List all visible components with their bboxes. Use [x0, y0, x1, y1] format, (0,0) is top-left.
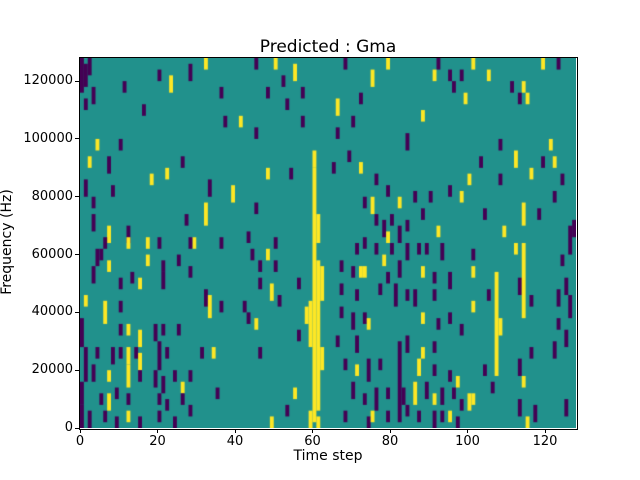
y-tick-mark	[75, 80, 79, 82]
x-tick-label: 80	[381, 434, 399, 449]
x-tick-mark	[544, 429, 546, 433]
x-tick-mark	[389, 429, 391, 433]
y-tick-mark	[75, 369, 79, 371]
x-tick-label: 60	[304, 434, 321, 449]
x-tick-label: 120	[532, 434, 558, 449]
x-tick-mark	[467, 429, 468, 433]
chart-title: Predicted : Gma	[259, 37, 397, 57]
y-tick-mark	[75, 254, 79, 256]
y-tick-label: 80000	[31, 188, 73, 204]
x-tick-label: 100	[455, 434, 480, 449]
x-axis-label: Time step	[293, 448, 363, 464]
heatmap-canvas	[80, 58, 576, 428]
x-tick-mark	[157, 429, 158, 433]
x-tick-label: 20	[149, 434, 166, 449]
y-tick-mark	[75, 196, 79, 198]
y-tick-mark	[75, 311, 79, 313]
y-tick-label: 0	[64, 420, 73, 435]
x-tick-label: 40	[226, 434, 244, 449]
y-axis-label-text: Frequency (Hz)	[0, 189, 15, 295]
y-tick-label: 100000	[23, 130, 73, 146]
y-tick-label: 20000	[31, 362, 73, 378]
x-tick-mark	[234, 429, 236, 433]
x-tick-mark	[79, 429, 81, 433]
y-tick-label: 120000	[23, 73, 73, 89]
x-tick-label: 0	[75, 434, 85, 449]
y-tick-mark	[75, 138, 79, 140]
y-tick-mark	[75, 427, 79, 429]
x-tick-mark	[312, 429, 313, 433]
y-tick-label: 40000	[31, 304, 73, 320]
axes-frame	[79, 57, 578, 430]
y-tick-label: 60000	[31, 246, 73, 262]
